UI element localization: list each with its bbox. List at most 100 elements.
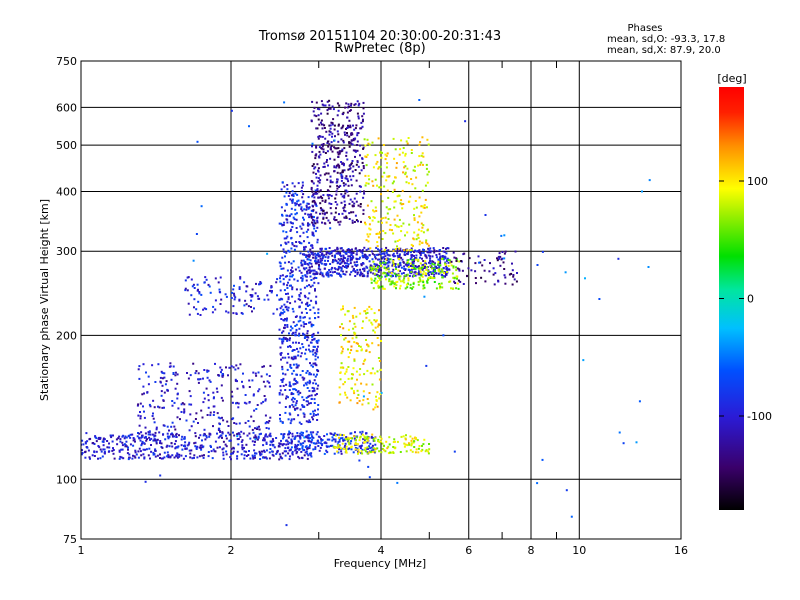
- data-point: [258, 283, 260, 286]
- data-point: [325, 161, 328, 163]
- data-point: [350, 139, 353, 142]
- data-point: [193, 306, 195, 309]
- data-point: [360, 121, 363, 124]
- data-point: [346, 132, 348, 134]
- data-point: [345, 102, 348, 105]
- data-point: [232, 450, 235, 453]
- data-point: [305, 275, 308, 278]
- data-point: [311, 244, 314, 247]
- data-point: [287, 443, 290, 446]
- data-point: [362, 209, 365, 212]
- data-point: [310, 373, 312, 376]
- data-point: [347, 194, 350, 197]
- data-point: [342, 163, 345, 166]
- data-point: [221, 399, 224, 402]
- data-point: [256, 295, 259, 298]
- data-point: [336, 246, 339, 249]
- data-point: [306, 262, 309, 265]
- data-point: [353, 202, 356, 205]
- data-point: [418, 155, 421, 158]
- data-point: [163, 376, 166, 379]
- data-point: [263, 365, 265, 368]
- data-point: [305, 430, 308, 433]
- data-point: [349, 255, 352, 258]
- data-point: [161, 377, 164, 380]
- data-point: [284, 261, 287, 264]
- data-point: [323, 213, 326, 216]
- data-point: [377, 285, 380, 288]
- data-point: [240, 440, 243, 443]
- data-point: [189, 374, 192, 377]
- data-point: [410, 271, 413, 273]
- data-point: [282, 377, 285, 380]
- data-point: [409, 262, 412, 265]
- data-point: [269, 443, 272, 446]
- data-point: [290, 393, 293, 396]
- data-point: [311, 231, 314, 234]
- data-point: [176, 397, 179, 400]
- data-point: [163, 406, 165, 409]
- data-point: [184, 455, 187, 458]
- data-point: [278, 453, 281, 456]
- data-point: [275, 437, 278, 439]
- data-point: [135, 453, 138, 456]
- data-point: [81, 452, 84, 454]
- data-point: [281, 256, 284, 259]
- data-point: [448, 280, 451, 283]
- data-point: [208, 435, 211, 438]
- data-point: [366, 446, 369, 449]
- data-point: [413, 207, 416, 210]
- data-point: [345, 216, 348, 219]
- data-point: [409, 258, 412, 261]
- data-point: [195, 308, 198, 311]
- data-point: [350, 373, 353, 376]
- data-point: [225, 437, 228, 440]
- data-point: [452, 287, 455, 290]
- data-point: [279, 420, 282, 423]
- data-point: [419, 268, 422, 271]
- data-point: [246, 285, 249, 288]
- data-point: [222, 454, 225, 457]
- data-point: [412, 244, 414, 247]
- x-axis-label: Frequency [MHz]: [334, 557, 426, 570]
- data-point: [429, 271, 432, 274]
- data-point: [470, 269, 473, 272]
- data-point: [183, 445, 185, 447]
- data-point: [384, 263, 387, 266]
- data-point: [414, 270, 417, 273]
- data-point: [311, 165, 314, 167]
- data-point: [168, 429, 170, 432]
- data-point: [342, 124, 345, 127]
- data-point: [353, 261, 356, 264]
- data-point: [210, 450, 213, 453]
- data-point: [160, 457, 163, 460]
- data-point: [371, 141, 374, 144]
- data-point: [310, 119, 313, 122]
- data-point: [316, 184, 319, 187]
- data-point: [282, 308, 285, 311]
- data-point: [302, 193, 305, 196]
- data-point: [264, 399, 267, 402]
- data-point: [408, 200, 411, 203]
- data-point: [248, 401, 251, 404]
- data-point: [359, 312, 362, 315]
- data-point: [306, 330, 309, 333]
- data-point: [173, 425, 176, 428]
- data-point: [338, 386, 341, 389]
- data-point: [321, 444, 323, 447]
- data-point: [362, 362, 365, 365]
- data-point: [382, 230, 385, 232]
- data-point: [356, 269, 359, 271]
- data-point: [286, 235, 289, 238]
- data-point: [312, 414, 315, 417]
- data-point: [347, 438, 350, 441]
- data-point: [455, 266, 457, 269]
- data-point: [319, 260, 322, 263]
- data-point: [358, 185, 361, 188]
- data-point: [280, 222, 283, 225]
- data-point: [446, 258, 449, 261]
- data-point: [617, 257, 620, 260]
- data-point: [154, 449, 156, 452]
- data-point: [381, 200, 384, 203]
- data-point: [279, 262, 282, 265]
